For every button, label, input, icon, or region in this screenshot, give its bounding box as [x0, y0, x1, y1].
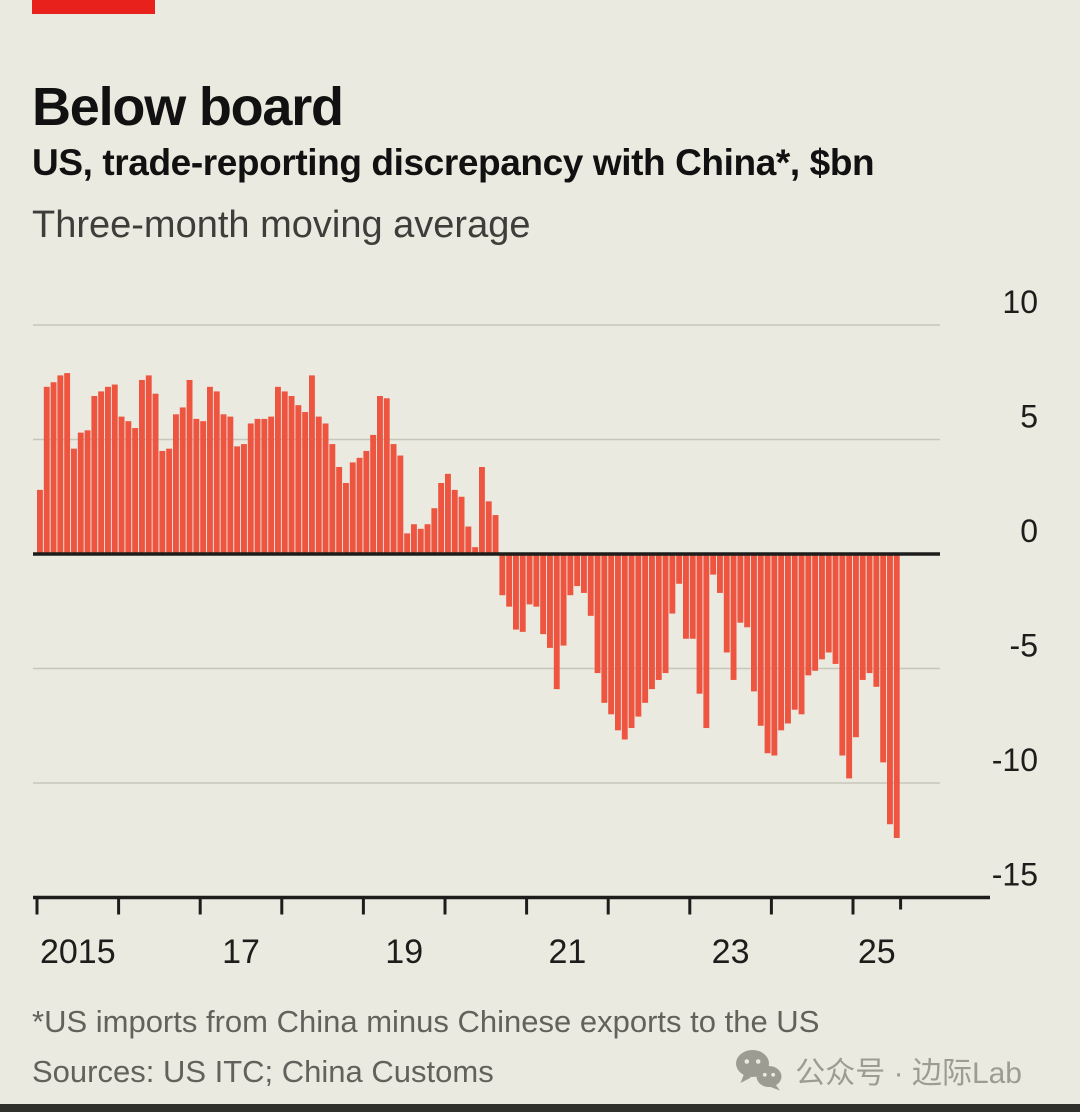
- svg-text:10: 10: [1002, 284, 1038, 320]
- svg-text:2015: 2015: [40, 933, 116, 971]
- svg-text:5: 5: [1020, 399, 1038, 435]
- brand-red-tab: [32, 0, 155, 14]
- svg-text:-10: -10: [992, 742, 1038, 778]
- footnote: *US imports from China minus Chinese exp…: [32, 1004, 820, 1039]
- svg-text:19: 19: [385, 933, 423, 971]
- sources: Sources: US ITC; China Customs: [32, 1054, 494, 1089]
- svg-text:23: 23: [712, 933, 750, 971]
- wechat-icon: [736, 1050, 782, 1091]
- svg-text:0: 0: [1020, 513, 1038, 549]
- watermark-label: 公众号 · 边际Lab: [795, 1057, 1022, 1090]
- chart-title: Below board: [32, 77, 344, 138]
- watermark: 公众号 · 边际Lab: [735, 1048, 1022, 1092]
- chart-description: Three-month moving average: [32, 204, 531, 246]
- svg-text:21: 21: [548, 933, 586, 971]
- svg-text:17: 17: [222, 933, 260, 971]
- svg-text:25: 25: [858, 933, 896, 971]
- svg-text:-15: -15: [992, 857, 1038, 893]
- chart-subtitle: US, trade-reporting discrepancy with Chi…: [32, 142, 875, 183]
- svg-text:-5: -5: [1010, 628, 1038, 664]
- bottom-strip: [0, 1104, 1080, 1112]
